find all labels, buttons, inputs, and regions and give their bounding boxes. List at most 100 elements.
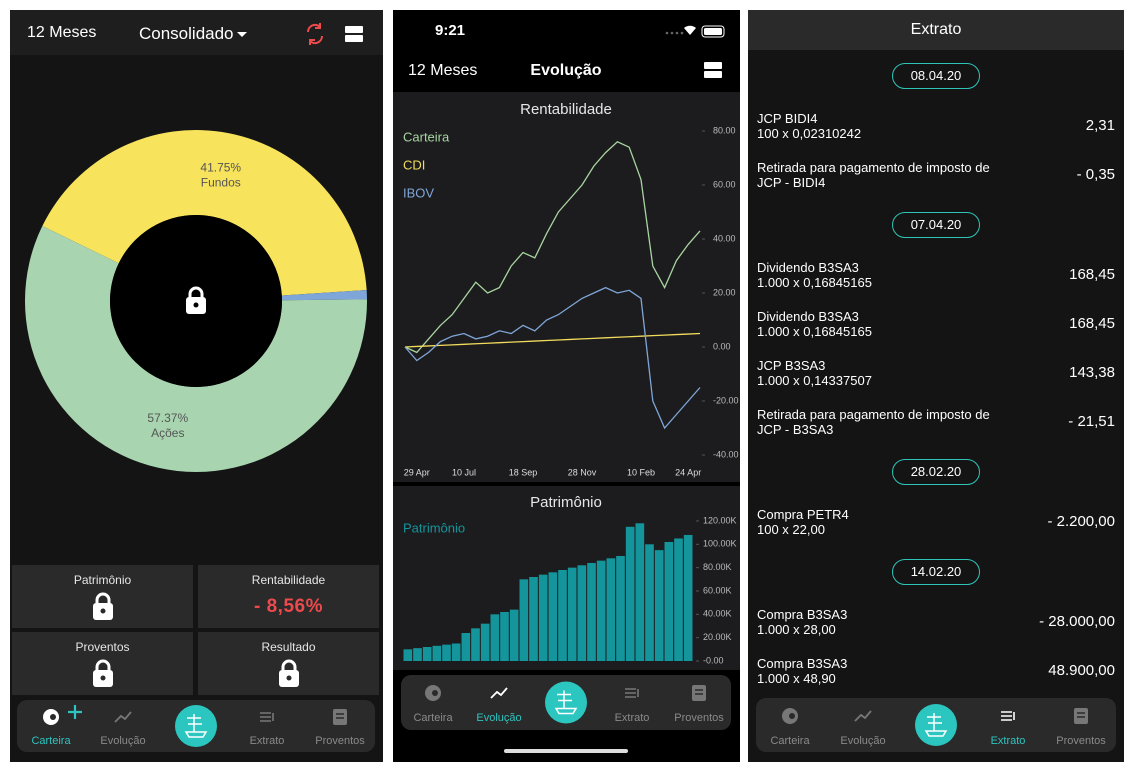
y-tick-label: 60.00K [703,585,732,595]
ship-icon [924,713,948,737]
bar [451,643,461,661]
tab-label: Proventos [674,712,724,724]
donut-slice [24,226,367,472]
statement-item[interactable]: JCP B3SA3 1.000 x 0,14337507 143,38 [748,348,1124,397]
bar [596,560,606,661]
home-button[interactable] [175,705,217,747]
statement-item[interactable]: Compra B3SA3 1.000 x 48,90 48.900,00 [748,646,1124,695]
y-tick-label: -40.00 [713,449,739,459]
tab-icon-inner [50,714,56,720]
tab-icon [114,711,132,723]
tab[interactable]: Proventos [315,709,365,747]
refresh-icon[interactable] [306,23,324,45]
home-button[interactable] [915,704,957,746]
card-title: Patrimônio [73,573,132,587]
slice-label: Ações [151,426,184,440]
bar [519,579,529,661]
battery-icon [701,25,725,38]
statement-item[interactable]: Dividendo B3SA3 1.000 x 0,16845165 168,45 [748,299,1124,348]
tab[interactable]: Proventos [674,685,724,724]
item-description: Compra B3SA3 [757,606,848,622]
tab[interactable]: Extrato [615,688,650,724]
date-pill[interactable]: 14.02.20 [892,558,980,585]
card: Rentabilidade - 8,56% [198,565,379,628]
card-title: Resultado [261,640,316,654]
bar [432,645,442,661]
slice-value: 57.37% [147,411,188,425]
tab[interactable]: Carteira [770,708,810,747]
screen-title: Extrato [910,21,962,38]
tab-icon [260,712,274,722]
statement-item[interactable]: Retirada para pagamento de imposto de JC… [748,150,1124,199]
lock-icon [92,592,113,620]
screen-title: Evolução [530,62,601,79]
date-pill[interactable]: 28.02.20 [892,458,980,485]
lock-icon [186,286,206,314]
item-amount: 2,31 [1085,117,1115,134]
item-detail: 1.000 x 0,16845165 [757,323,872,339]
tab-icon [490,687,508,699]
statement-item[interactable]: Compra PETR4 100 x 22,00 - 2.200,00 [748,497,1124,546]
statement-list: 08.04.20 JCP BIDI4 100 x 0,02310242 2,31 Ret… [748,50,1124,698]
item-description: Retirada para pagamento de imposto de JC… [757,159,990,190]
tab[interactable]: Evolução [100,711,146,747]
statement-item[interactable]: Dividendo B3SA3 1.000 x 0,16845165 168,45 [748,250,1124,299]
tab[interactable]: Carteira [31,705,82,747]
lock-shackle [188,286,204,298]
item-detail: 1.000 x 28,00 [757,621,836,637]
y-tick-label: 120.00K [703,515,737,525]
home-button-bg [915,704,957,746]
tab-icon [333,709,347,725]
item-description: Dividendo B3SA3 [757,259,859,275]
date-pill[interactable]: 07.04.20 [892,211,980,238]
tab-icon-lines [336,713,344,719]
dropdown-arrow[interactable] [237,32,247,37]
statement-screen: Extrato 08.04.20 JCP BIDI4 100 x 0,0231024… [748,10,1124,762]
header-icons [237,23,363,45]
statement-item[interactable]: Compra B3SA3 1.000 x 28,00 - 28.000,00 [748,597,1124,646]
bar [471,628,480,661]
x-tick-label: 10 Feb [627,467,655,477]
bar [577,565,587,661]
bar [635,523,645,661]
y-tick-label: 80.00K [703,562,732,572]
home-button[interactable] [545,681,587,724]
date-pill[interactable]: 08.04.20 [892,62,980,89]
statement-item[interactable]: JCP BIDI4 100 x 0,02310242 2,31 [748,101,1124,150]
tab[interactable]: Extrato [991,711,1026,747]
series-line [404,286,701,430]
lock-icon [278,659,299,687]
bar [616,555,625,661]
item-text: Retirada para pagamento de imposto de JC… [757,160,1002,190]
y-tick-label: 100.00K [703,539,737,549]
view-selector[interactable]: Consolidado [139,24,234,43]
tab[interactable]: Proventos [1056,708,1106,747]
header: 12 Meses Consolidado [10,10,383,55]
tab-label: Proventos [1056,735,1106,747]
tab-icon [625,688,639,698]
tab-icon [1074,708,1088,724]
bar [413,648,422,661]
tab-bar: Carteira Evolução Extrato Proventos [17,700,375,752]
lock-hole [193,302,199,308]
add-icon [68,705,82,719]
tab-label: Extrato [250,735,285,747]
tab[interactable]: Extrato [250,712,285,747]
tab[interactable]: Evolução [840,710,886,747]
ship-icon [554,690,578,715]
donut-slice [42,130,367,296]
home-indicator [504,749,628,753]
period[interactable]: 12 Meses [408,62,477,79]
period[interactable]: 12 Meses [27,24,97,41]
tab[interactable]: Evolução [476,687,522,724]
layout-icon[interactable] [345,26,363,42]
bar [674,538,683,661]
item-amount: 168,45 [1069,315,1115,332]
tab-label: Carteira [413,712,453,724]
tab-icon [1001,711,1015,721]
statement-item[interactable]: Retirada para pagamento de imposto de JC… [748,397,1124,446]
tab[interactable]: Carteira [413,685,453,724]
legend-label: IBOV [403,185,434,200]
layout-icon[interactable] [704,62,722,78]
